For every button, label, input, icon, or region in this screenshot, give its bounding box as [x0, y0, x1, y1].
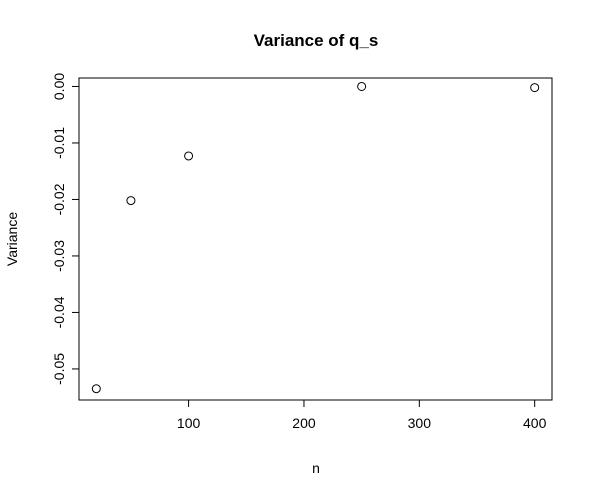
data-point [127, 197, 135, 205]
y-tick-label: -0.01 [51, 127, 67, 159]
chart-title: Variance of q_s [254, 31, 379, 50]
plot-frame [79, 78, 552, 400]
x-axis-label: n [312, 460, 320, 476]
y-tick-label: -0.04 [51, 296, 67, 328]
data-points [92, 82, 538, 392]
y-tick-label: 0.00 [51, 73, 67, 100]
x-axis: 100 200 300 400 [177, 400, 547, 431]
data-point [92, 385, 100, 393]
y-axis: -0.05 -0.04 -0.03 -0.02 -0.01 0.00 [51, 73, 79, 385]
data-point [358, 82, 366, 90]
x-tick-label: 200 [292, 415, 316, 431]
y-axis-label: Variance [4, 212, 20, 266]
y-tick-label: -0.02 [51, 183, 67, 215]
x-tick-label: 100 [177, 415, 201, 431]
y-tick-label: -0.05 [51, 353, 67, 385]
data-point [185, 152, 193, 160]
y-tick-label: -0.03 [51, 240, 67, 272]
data-point [531, 84, 539, 92]
x-tick-label: 300 [408, 415, 432, 431]
x-tick-label: 400 [523, 415, 547, 431]
